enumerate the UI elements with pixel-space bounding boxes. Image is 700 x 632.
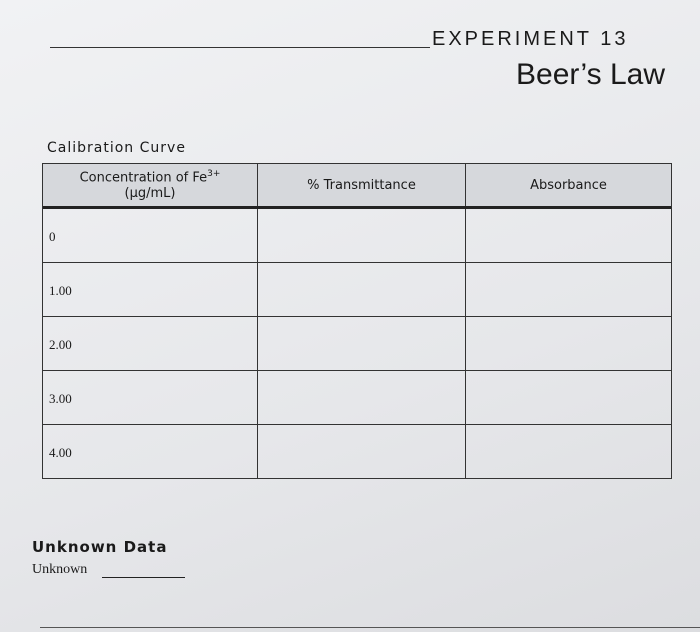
superscript: 3+: [207, 169, 221, 180]
header-cell: Absorbance: [466, 164, 671, 206]
header-text: % Transmittance: [307, 177, 416, 193]
table-row: 0: [43, 209, 671, 263]
header-text: Concentration of Fe: [79, 170, 208, 186]
calibration-table: Concentration of Fe3+ (µg/mL)% Transmitta…: [42, 163, 672, 479]
empty-cell: [258, 371, 466, 424]
empty-cell: [258, 425, 466, 478]
experiment-number: EXPERIMENT 13: [432, 28, 629, 50]
table-row: 3.00: [43, 371, 671, 425]
header-unit: (µg/mL): [124, 185, 176, 201]
table-row: 2.00: [43, 317, 671, 371]
header-line: Absorbance: [530, 178, 607, 193]
empty-cell: [466, 317, 671, 370]
empty-cell: [258, 263, 466, 316]
empty-cell: [258, 317, 466, 370]
header-cell: Concentration of Fe3+ (µg/mL): [43, 164, 258, 206]
section-heading: Unknown Data: [32, 538, 168, 556]
concentration-cell: 0: [43, 209, 258, 262]
empty-cell: [466, 425, 671, 478]
concentration-cell: 4.00: [43, 425, 258, 478]
field-label: Unknown: [32, 562, 88, 577]
concentration-cell: 1.00: [43, 263, 258, 316]
empty-cell: [258, 209, 466, 262]
section-heading: Calibration Curve: [47, 140, 186, 156]
header-cell: % Transmittance: [258, 164, 466, 206]
empty-cell: [466, 263, 671, 316]
empty-cell: [466, 371, 671, 424]
blank-line: [102, 577, 185, 578]
table-row: 4.00: [43, 425, 671, 478]
concentration-cell: 3.00: [43, 371, 258, 424]
header-line: % Transmittance: [307, 178, 416, 193]
next-table-edge: [40, 627, 700, 628]
empty-cell: [466, 209, 671, 262]
header-row: Concentration of Fe3+ (µg/mL)% Transmitta…: [43, 164, 671, 209]
header-line: Concentration of Fe3+: [80, 169, 221, 185]
concentration-cell: 2.00: [43, 317, 258, 370]
page-title: Beer’s Law: [516, 58, 665, 91]
header-rule: [50, 47, 430, 48]
table-row: 1.00: [43, 263, 671, 317]
header-text: Absorbance: [530, 177, 607, 193]
